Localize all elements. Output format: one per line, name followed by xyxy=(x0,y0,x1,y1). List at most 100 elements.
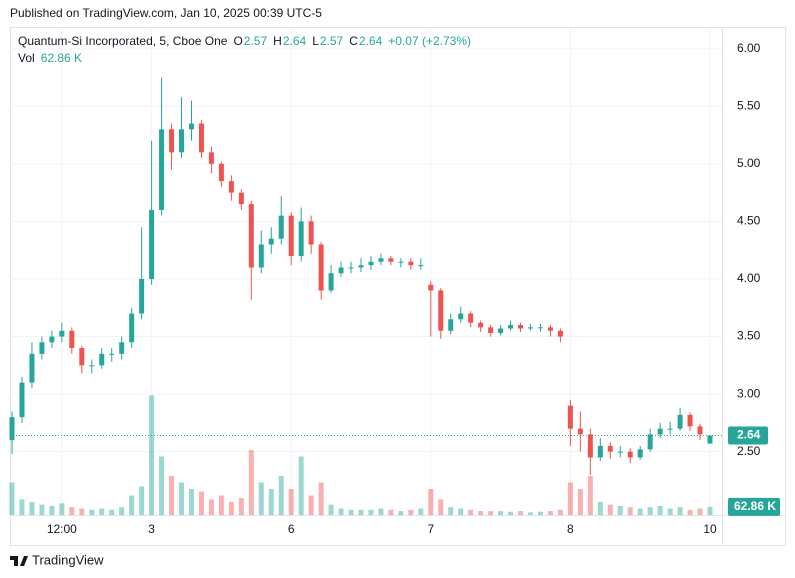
volume-bar xyxy=(328,504,334,515)
volume-tag xyxy=(728,497,780,516)
candle-body xyxy=(458,313,464,320)
volume-bar xyxy=(438,499,444,515)
volume-bar xyxy=(29,502,35,515)
volume-bar xyxy=(278,476,284,515)
volume-bar xyxy=(667,508,673,515)
volume-bar xyxy=(428,489,434,515)
volume-bar xyxy=(418,508,424,515)
candle-body xyxy=(528,327,534,329)
candle-body xyxy=(667,428,673,430)
volume-bar xyxy=(587,476,593,515)
volume-bar xyxy=(567,482,573,515)
volume-bar xyxy=(557,509,563,515)
y-tick-label: 3.50 xyxy=(737,329,761,343)
volume-bar xyxy=(617,505,623,515)
candle-body xyxy=(149,209,155,279)
volume-bar xyxy=(159,456,165,515)
volume-bar xyxy=(508,511,514,515)
volume-bar xyxy=(647,507,653,515)
candle-body xyxy=(79,348,85,366)
candle-body xyxy=(198,123,204,153)
volume-bar xyxy=(547,511,553,515)
candle-body xyxy=(428,284,434,291)
candle-body xyxy=(59,330,65,337)
candle-body xyxy=(288,215,294,256)
volume-bar xyxy=(119,507,125,515)
candle-body xyxy=(169,129,175,153)
candle-body xyxy=(408,261,414,266)
candle-body xyxy=(627,451,633,458)
volume-bar xyxy=(358,509,364,515)
candle-body xyxy=(647,434,653,450)
candle-body xyxy=(388,258,394,262)
candle-body xyxy=(358,265,364,268)
legend-key: H xyxy=(273,34,282,48)
legend-volume-name: Vol xyxy=(18,51,35,65)
volume-bar xyxy=(268,489,274,515)
candle-body xyxy=(258,244,264,268)
volume-tag-label: 62.86 K xyxy=(734,499,776,513)
candle-body xyxy=(637,449,643,458)
volume-bar xyxy=(637,508,643,515)
candle-body xyxy=(707,435,713,444)
chart-frame xyxy=(10,27,786,546)
volume-bar xyxy=(308,495,314,515)
y-tick-label: 6.00 xyxy=(737,41,761,55)
candle-body xyxy=(278,215,284,239)
x-tick-label: 7 xyxy=(427,522,434,536)
legend-key: C xyxy=(349,34,358,48)
candle-body xyxy=(468,313,474,323)
volume-bar xyxy=(597,502,603,515)
candle-body xyxy=(577,428,583,435)
candle-body xyxy=(49,336,55,343)
candle-body xyxy=(478,322,484,328)
candle-body xyxy=(567,405,573,429)
candle-body xyxy=(448,319,454,331)
x-tick-label: 10 xyxy=(703,522,717,536)
candle-body xyxy=(308,221,314,245)
candle-body xyxy=(19,382,25,418)
volume-bar xyxy=(677,507,683,515)
candle-body xyxy=(368,261,374,266)
legend-value: 2.64 xyxy=(359,34,383,48)
y-tick-label: 4.50 xyxy=(737,214,761,228)
candle-body xyxy=(9,417,15,441)
volume-bar xyxy=(607,504,613,515)
volume-bar xyxy=(69,507,75,515)
x-tick-label: 6 xyxy=(288,522,295,536)
candle-body xyxy=(139,278,145,314)
volume-bar xyxy=(518,511,524,515)
candle-body xyxy=(697,426,703,435)
candle-body xyxy=(188,123,194,130)
volume-bar xyxy=(697,508,703,515)
legend-volume-value: 62.86 K xyxy=(41,51,82,65)
volume-bar xyxy=(238,498,244,515)
y-tick-label: 5.00 xyxy=(737,156,761,170)
legend-change: +0.07 (+2.73%) xyxy=(388,34,471,48)
candle-body xyxy=(29,353,35,383)
volume-bar xyxy=(248,450,254,515)
legend-key: L xyxy=(312,34,319,48)
candle-body xyxy=(218,163,224,182)
candle-body xyxy=(129,313,135,343)
volume-bar xyxy=(408,509,414,515)
volume-bar xyxy=(39,504,45,515)
candle-body xyxy=(378,258,384,262)
volume-bar xyxy=(228,502,234,515)
volume-bar xyxy=(398,511,404,515)
candle-body xyxy=(418,265,424,267)
candle-body xyxy=(99,353,105,366)
volume-bar xyxy=(478,511,484,515)
y-tick-label: 3.00 xyxy=(737,386,761,400)
candle-body xyxy=(238,192,244,205)
last-price-label: 2.64 xyxy=(737,428,761,442)
volume-bar xyxy=(19,499,25,515)
legend-key: O xyxy=(233,34,242,48)
candle-body xyxy=(498,328,504,334)
candle-body xyxy=(657,428,663,435)
candle-body xyxy=(607,445,613,452)
volume-bar xyxy=(368,509,374,515)
volume-bar xyxy=(149,395,155,515)
volume-bar xyxy=(388,509,394,515)
